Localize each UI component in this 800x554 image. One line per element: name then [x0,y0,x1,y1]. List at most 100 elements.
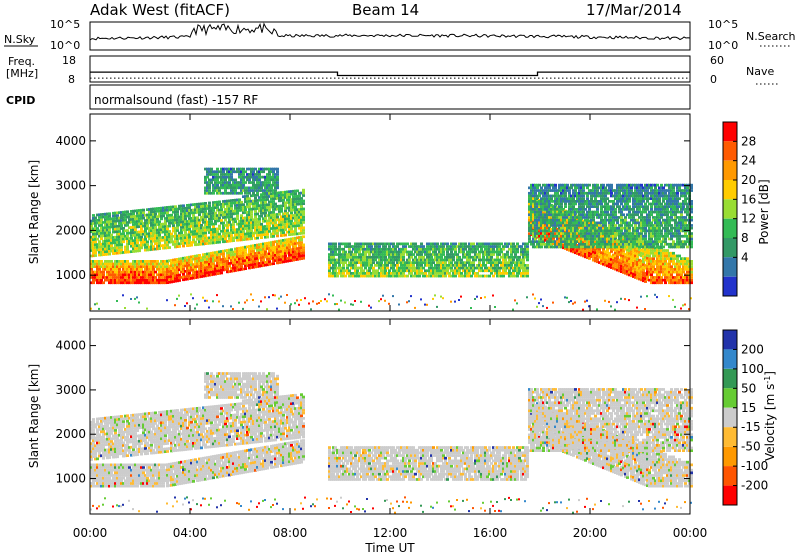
data-cell [246,261,249,265]
data-cell [194,270,197,274]
data-cell [188,203,191,207]
data-cell [292,206,295,209]
data-cell [472,272,475,275]
data-cell [214,235,217,239]
data-cell [224,175,227,179]
data-cell [506,250,509,254]
data-cell [118,281,121,285]
data-cell [230,267,233,270]
data-cell [564,247,567,250]
data-cell [582,224,585,227]
data-cell [434,272,437,275]
data-cell [230,173,233,176]
data-cell [140,262,143,266]
data-cell [274,194,277,198]
data-cell [196,254,199,258]
data-cell [290,200,293,204]
data-cell [176,279,179,283]
data-cell [418,272,421,275]
data-cell [104,220,107,224]
data-cell [198,213,201,217]
data-cell [586,232,589,235]
data-cell [206,268,209,272]
data-cell [214,181,217,184]
data-cell [144,221,147,225]
data-cell [90,270,93,274]
data-cell [484,296,486,299]
data-cell [98,240,101,243]
data-cell [440,245,443,248]
data-cell [264,189,267,192]
data-cell [404,264,407,267]
data-cell [160,262,163,266]
data-cell [498,242,501,246]
data-cell [272,218,275,222]
data-cell [116,235,119,239]
data-cell [208,167,211,171]
data-cell [482,261,485,264]
data-cell [570,300,572,302]
data-cell [374,269,377,273]
data-cell [410,242,413,246]
data-cell [530,202,533,206]
data-cell [274,218,277,222]
data-cell [276,173,279,176]
data-cell [414,266,417,270]
data-cell [502,269,505,273]
data-cell [298,252,301,255]
data-cell [248,258,251,262]
data-cell [98,243,101,246]
data-cell [198,226,201,230]
data-cell [554,208,557,211]
data-cell [372,247,375,251]
data-cell [568,194,571,198]
data-cell [204,299,206,302]
data-cell [498,245,501,248]
data-cell [162,265,165,268]
data-cell [378,300,380,303]
data-cell [266,191,269,195]
data-cell [532,293,534,296]
data-cell [516,247,519,251]
data-cell [112,228,115,231]
data-cell [252,249,255,253]
data-cell [280,199,283,202]
data-cell [106,226,109,229]
data-cell [210,233,213,237]
data-cell [576,214,579,218]
data-cell [192,208,195,212]
data-cell [506,255,509,259]
data-cell [382,269,385,273]
data-cell [580,208,583,211]
data-cell [360,247,363,251]
data-cell [460,261,463,264]
data-cell [584,221,587,225]
data-cell [150,276,153,279]
data-cell [170,280,173,284]
data-cell [516,266,519,270]
data-cell [286,190,289,194]
data-cell [396,250,399,254]
data-cell [198,205,201,209]
data-cell [182,212,185,216]
data-cell [90,222,93,225]
data-cell [250,266,253,269]
data-cell [156,209,159,213]
data-cell [458,272,461,275]
data-cell [466,272,469,275]
data-cell [356,261,359,264]
data-cell [260,256,263,260]
data-cell [212,209,215,212]
data-cell [200,210,203,214]
data-cell [390,250,393,254]
data-cell [280,295,282,298]
data-cell [194,235,197,239]
data-cell [572,200,575,203]
data-cell [140,208,143,212]
data-cell [454,266,457,270]
data-cell [464,269,467,273]
data-cell [392,258,395,262]
data-cell [198,237,201,241]
data-cell [492,245,495,248]
data-cell [462,247,465,251]
